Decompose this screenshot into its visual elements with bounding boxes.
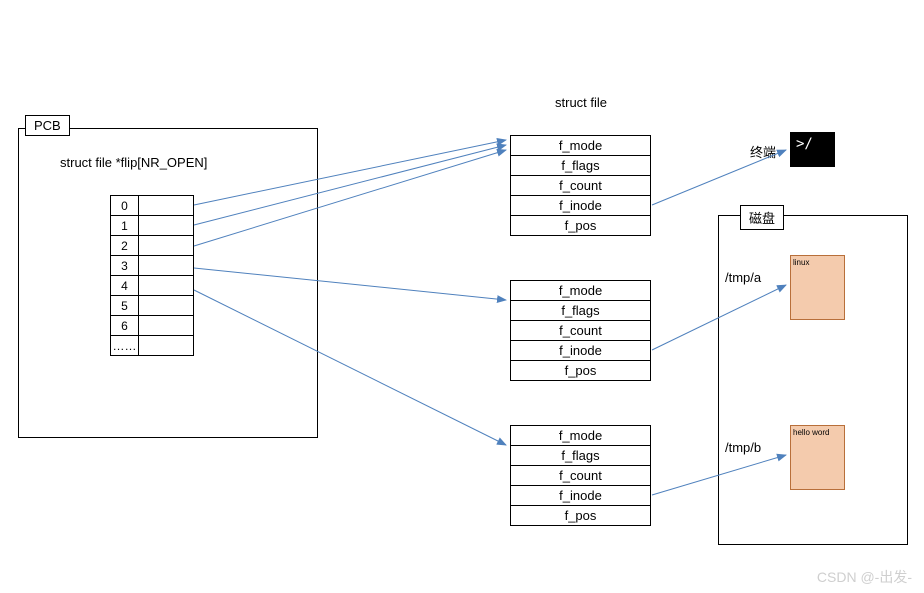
struct-file-1-field-3: f_inode (511, 341, 651, 361)
struct-file-2-field-2: f_count (511, 466, 651, 486)
fd-slot-1 (139, 216, 194, 236)
pcb-title: struct file *flip[NR_OPEN] (60, 155, 207, 170)
fd-slot-6 (139, 316, 194, 336)
struct-file-1: f_modef_flagsf_countf_inodef_pos (510, 280, 651, 381)
fd-index-4: 4 (111, 276, 139, 296)
fd-slot-7 (139, 336, 194, 356)
fd-index-3: 3 (111, 256, 139, 276)
fd-slot-2 (139, 236, 194, 256)
watermark: CSDN @-出发- (817, 567, 912, 587)
fd-index-6: 6 (111, 316, 139, 336)
disk-file-block-1: hello word (790, 425, 845, 490)
disk-file-content-1: hello word (793, 428, 829, 437)
disk-file-block-0: linux (790, 255, 845, 320)
struct-file-0-field-4: f_pos (511, 216, 651, 236)
fd-index-0: 0 (111, 196, 139, 216)
struct-file-0-field-3: f_inode (511, 196, 651, 216)
struct-file-2-field-1: f_flags (511, 446, 651, 466)
struct-file-2-field-0: f_mode (511, 426, 651, 446)
file-descriptor-table: 0123456…… (110, 195, 194, 356)
struct-file-title: struct file (555, 95, 607, 110)
disk-file-path-1: /tmp/b (725, 440, 761, 455)
struct-file-0-field-2: f_count (511, 176, 651, 196)
terminal-prompt: >/ (796, 136, 813, 152)
struct-file-0-field-0: f_mode (511, 136, 651, 156)
struct-file-2: f_modef_flagsf_countf_inodef_pos (510, 425, 651, 526)
terminal-block: >/ (790, 132, 835, 167)
fd-index-5: 5 (111, 296, 139, 316)
struct-file-1-field-4: f_pos (511, 361, 651, 381)
fd-slot-0 (139, 196, 194, 216)
fd-index-1: 1 (111, 216, 139, 236)
struct-file-2-field-4: f_pos (511, 506, 651, 526)
disk-file-content-0: linux (793, 258, 809, 267)
fd-index-2: 2 (111, 236, 139, 256)
struct-file-0-field-1: f_flags (511, 156, 651, 176)
fd-slot-4 (139, 276, 194, 296)
fd-slot-3 (139, 256, 194, 276)
fd-slot-5 (139, 296, 194, 316)
struct-file-1-field-0: f_mode (511, 281, 651, 301)
disk-file-path-0: /tmp/a (725, 270, 761, 285)
struct-file-1-field-2: f_count (511, 321, 651, 341)
pcb-tab-label: PCB (25, 115, 70, 136)
struct-file-1-field-1: f_flags (511, 301, 651, 321)
disk-tab-label: 磁盘 (740, 205, 784, 230)
terminal-label: 终端 (750, 142, 776, 161)
struct-file-0: f_modef_flagsf_countf_inodef_pos (510, 135, 651, 236)
struct-file-2-field-3: f_inode (511, 486, 651, 506)
fd-index-7: …… (111, 336, 139, 356)
